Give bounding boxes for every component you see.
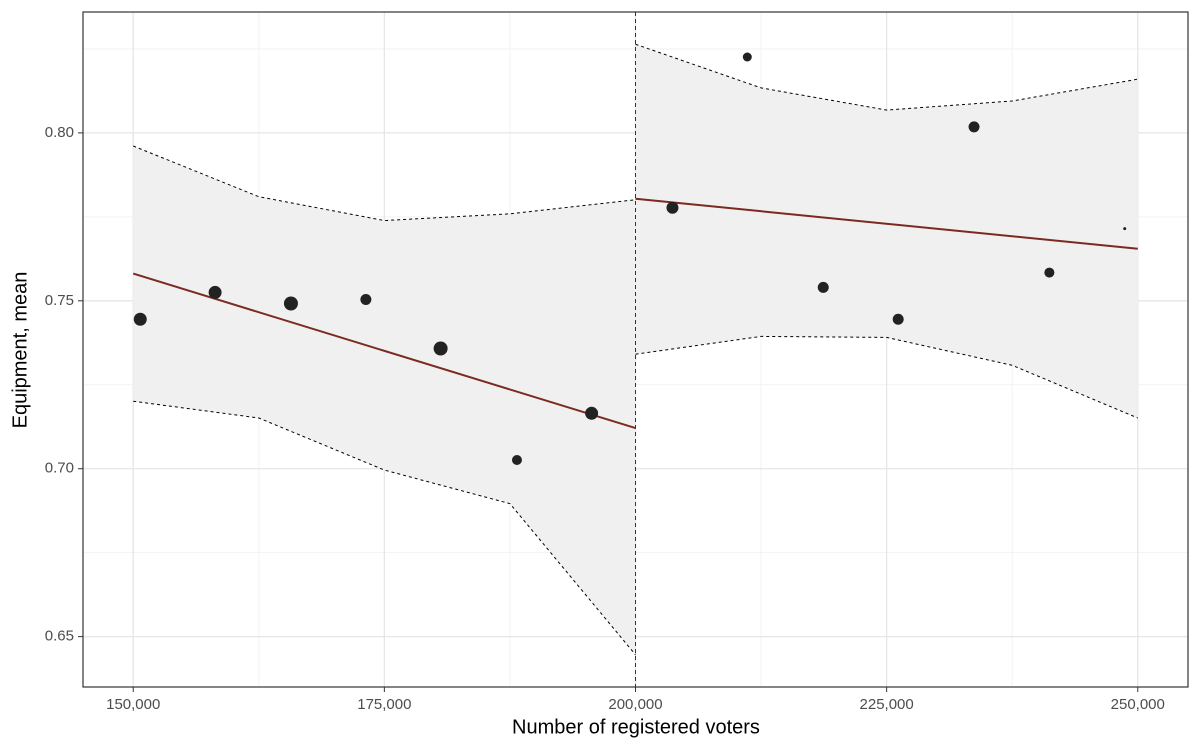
- fit-line: [132, 272, 636, 430]
- data-point: [133, 312, 147, 326]
- data-point: [1123, 227, 1127, 231]
- data-point: [208, 285, 222, 299]
- data-point: [666, 201, 679, 214]
- panel-border: [82, 11, 1189, 688]
- x-tick-label: 225,000: [860, 696, 914, 713]
- fit-line: [635, 197, 1138, 250]
- confidence-band: [133, 145, 636, 655]
- data-point: [892, 313, 904, 325]
- data-point: [360, 293, 372, 305]
- data-point: [433, 341, 448, 356]
- data-point: [968, 121, 980, 133]
- x-tick-label: 250,000: [1111, 696, 1165, 713]
- y-tick-label: 0.70: [45, 460, 74, 477]
- x-tick-label: 175,000: [357, 696, 411, 713]
- confidence-band: [635, 44, 1138, 419]
- x-axis-title: Number of registered voters: [512, 716, 760, 738]
- confidence-bound: [635, 43, 1138, 111]
- y-tick-label: 0.80: [45, 124, 74, 141]
- data-point: [1044, 267, 1055, 278]
- x-tick-label: 150,000: [106, 696, 160, 713]
- confidence-bound: [635, 335, 1138, 419]
- data-point: [742, 52, 752, 62]
- confidence-bound: [133, 145, 636, 222]
- data-point: [585, 406, 599, 420]
- y-axis-title: Equipment, mean: [9, 272, 31, 429]
- x-tick-label: 200,000: [608, 696, 662, 713]
- confidence-bound: [133, 400, 636, 656]
- data-point: [511, 454, 522, 465]
- data-point: [283, 296, 298, 311]
- y-tick-label: 0.65: [45, 628, 74, 645]
- y-tick-label: 0.75: [45, 292, 74, 309]
- data-point: [817, 281, 829, 293]
